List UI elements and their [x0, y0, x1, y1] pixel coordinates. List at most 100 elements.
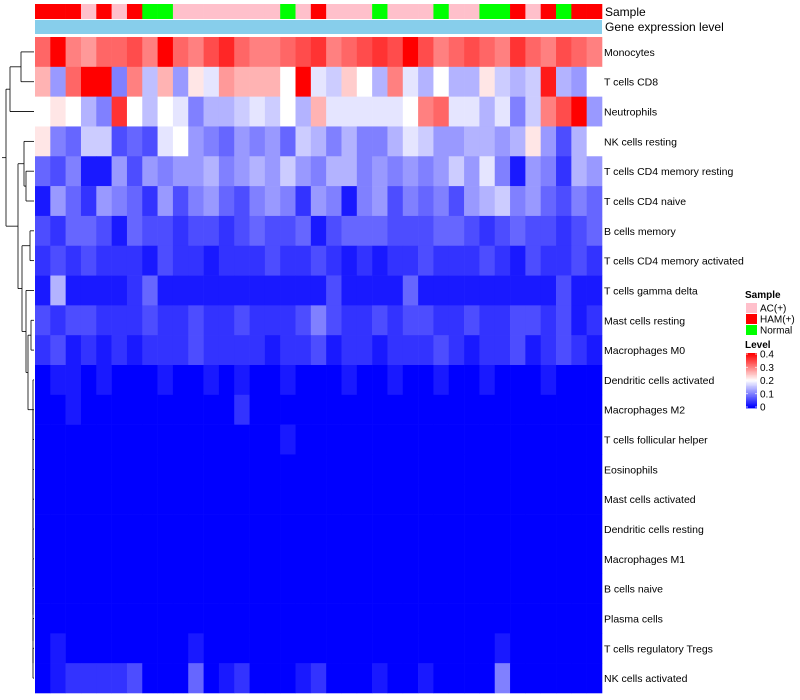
heatmap-cell: [280, 484, 296, 515]
heatmap-cell: [326, 633, 342, 664]
heatmap-cell: [96, 365, 112, 396]
heatmap-cell: [402, 215, 419, 247]
heatmap-cell: [571, 215, 587, 247]
heatmap-cell: [571, 394, 587, 425]
heatmap-cell: [372, 275, 388, 306]
heatmap-cell: [510, 245, 526, 276]
heatmap-cell: [96, 394, 112, 425]
legend-gradient-step: [746, 358, 757, 361]
heatmap-cell: [571, 156, 587, 187]
row-label: Dendritic cells activated: [604, 375, 714, 387]
heatmap-cell: [35, 603, 51, 634]
heatmap-cell: [310, 126, 327, 157]
heatmap-cell: [310, 543, 327, 575]
heatmap-cell: [402, 394, 419, 425]
heatmap-cell: [172, 573, 189, 604]
heatmap-cell: [126, 275, 143, 306]
heatmap-cell: [157, 454, 174, 485]
heatmap-cell: [218, 305, 235, 336]
heatmap-cell: [326, 186, 342, 217]
heatmap-cell: [341, 603, 358, 634]
heatmap-cell: [418, 424, 434, 455]
heatmap-cell: [249, 543, 266, 575]
heatmap-cell: [494, 663, 511, 694]
heatmap-cell: [218, 156, 235, 187]
heatmap-cell: [510, 305, 526, 336]
heatmap-cell: [65, 365, 82, 396]
heatmap-cell: [65, 245, 82, 276]
heatmap-cell: [402, 543, 419, 575]
heatmap-cell: [510, 335, 526, 366]
row-label: NK cells resting: [604, 136, 677, 148]
heatmap-cell: [464, 245, 480, 276]
heatmap-cell: [341, 454, 358, 485]
heatmap-cell: [249, 126, 266, 157]
legend-gradient-step: [746, 383, 757, 386]
heatmap-cell: [418, 603, 434, 634]
heatmap-cell: [402, 335, 419, 366]
heatmap-cell: [234, 305, 250, 336]
heatmap-cell: [111, 633, 128, 664]
heatmap-cell: [387, 543, 404, 575]
heatmap-cell: [387, 305, 404, 336]
heatmap-cell: [479, 514, 496, 545]
heatmap-cell: [50, 186, 66, 217]
sample-annotation-cell: [249, 4, 266, 19]
heatmap-cell: [510, 275, 526, 306]
heatmap-cell: [372, 603, 388, 634]
heatmap-cell: [157, 484, 174, 515]
heatmap-cell: [586, 245, 603, 276]
legend-gradient-step: [746, 381, 757, 384]
sample-annotation-cell: [464, 4, 480, 19]
heatmap-cell: [157, 335, 174, 366]
heatmap-cell: [571, 335, 587, 366]
heatmap-cell: [387, 66, 404, 97]
heatmap-cell: [525, 543, 541, 575]
heatmap-cell: [35, 484, 51, 515]
heatmap-cell: [126, 365, 143, 396]
heatmap-cell: [80, 365, 97, 396]
heatmap-cell: [295, 186, 312, 217]
heatmap-cell: [387, 96, 404, 127]
heatmap-cell: [510, 454, 526, 485]
heatmap-cell: [571, 305, 587, 336]
heatmap-cell: [448, 603, 465, 634]
heatmap-cell: [142, 633, 158, 664]
heatmap-cell: [433, 394, 450, 425]
heatmap-cell: [157, 663, 174, 694]
heatmap-cell: [203, 543, 220, 575]
heatmap-cell: [326, 335, 342, 366]
heatmap-cell: [65, 335, 82, 366]
heatmap-cell: [494, 66, 511, 97]
heatmap-cell: [464, 454, 480, 485]
heatmap-cell: [264, 215, 281, 247]
heatmap-cell: [172, 335, 189, 366]
heatmap-cell: [111, 514, 128, 545]
heatmap-cell: [433, 66, 450, 97]
heatmap-cell: [510, 633, 526, 664]
heatmap-cell: [264, 424, 281, 455]
heatmap-cell: [586, 215, 603, 247]
legend-gradient-step: [746, 354, 757, 357]
heatmap-cell: [525, 394, 541, 425]
heatmap-cell: [35, 365, 51, 396]
sample-annotation-cell: [96, 4, 112, 19]
heatmap-cell: [96, 543, 112, 575]
heatmap-cell: [126, 96, 143, 127]
heatmap-cell: [310, 663, 327, 694]
heatmap-cell: [356, 394, 373, 425]
heatmap-cell: [172, 484, 189, 515]
sample-annotation-cell: [157, 4, 174, 19]
legend-sample-title: Sample: [745, 290, 781, 301]
heatmap-cell: [341, 663, 358, 694]
heatmap-cell: [310, 335, 327, 366]
heatmap-cell: [418, 484, 434, 515]
heatmap-cell: [372, 573, 388, 604]
heatmap-cell: [203, 275, 220, 306]
heatmap-cell: [157, 573, 174, 604]
heatmap-cell: [372, 424, 388, 455]
heatmap-cell: [326, 484, 342, 515]
heatmap-cell: [80, 335, 97, 366]
heatmap-cell: [479, 96, 496, 127]
